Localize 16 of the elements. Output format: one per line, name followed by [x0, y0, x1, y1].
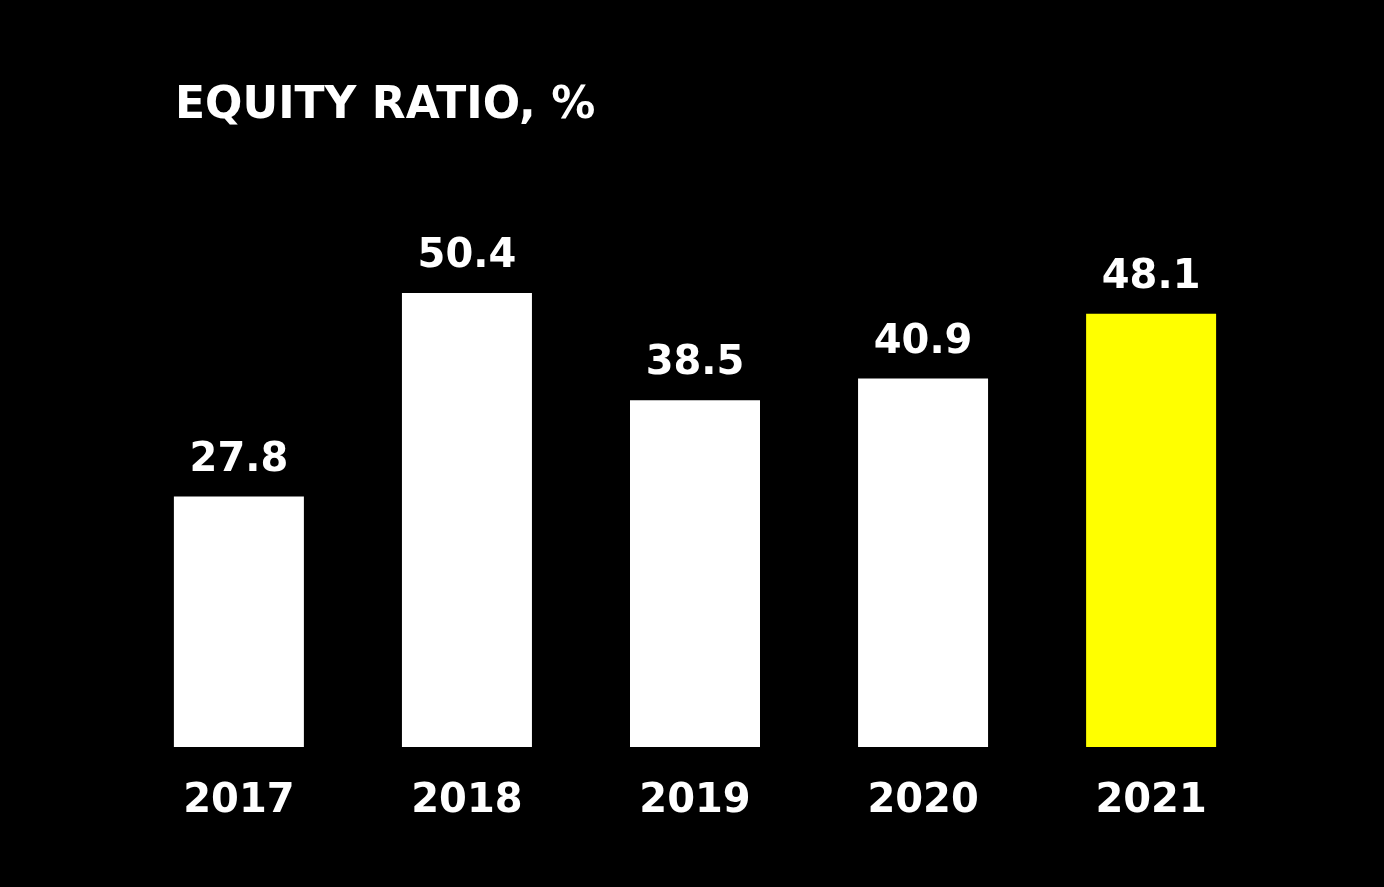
data-label: 27.8 — [189, 433, 289, 480]
data-label: 40.9 — [873, 315, 973, 362]
x-tick-label: 2018 — [411, 774, 523, 821]
chart-title: EQUITY RATIO, % — [175, 77, 596, 128]
x-tick-label: 2021 — [1095, 774, 1207, 821]
bar — [1086, 313, 1217, 747]
bar — [858, 378, 989, 747]
x-tick-label: 2020 — [867, 774, 979, 821]
bar — [173, 496, 304, 747]
data-label: 50.4 — [417, 230, 517, 276]
x-tick-label: 2017 — [183, 774, 295, 821]
bar — [630, 400, 760, 747]
data-label: 48.1 — [1101, 250, 1201, 297]
bar — [401, 293, 532, 747]
x-tick-label: 2019 — [639, 774, 751, 821]
data-label: 38.5 — [645, 337, 745, 384]
